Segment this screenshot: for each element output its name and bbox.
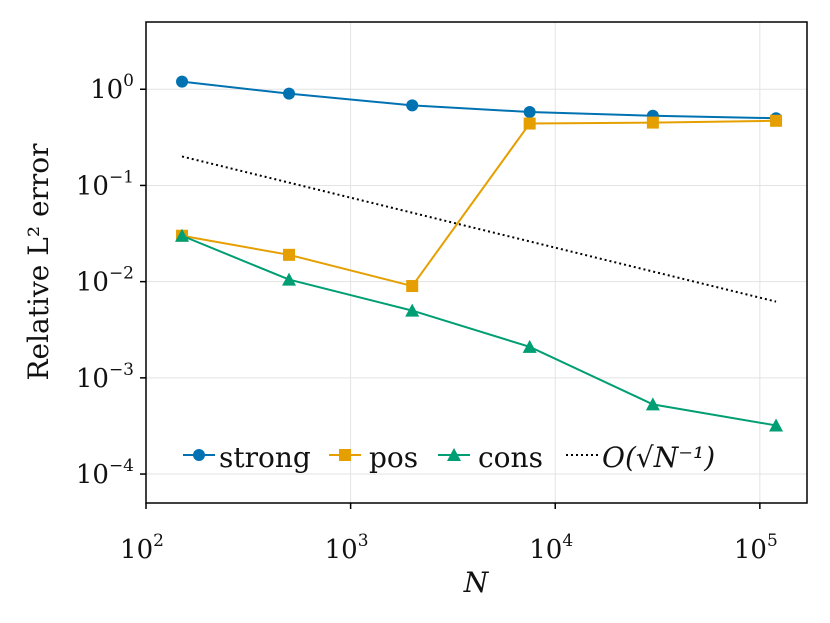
x-tick-label: 103 — [325, 531, 369, 565]
x-axis-label: N — [463, 566, 490, 599]
reference-line — [181, 155, 777, 303]
legend-marker-strong — [193, 449, 205, 461]
tick-layer: 102 103 104 105 100 10−1 10−2 10−3 10−4 — [76, 71, 778, 565]
legend-label-reference: O(√N⁻¹) — [602, 441, 715, 474]
y-axis-label: Relative L² error — [22, 143, 55, 381]
data-point-cons — [405, 303, 420, 317]
y-tick-label: 10−4 — [76, 456, 134, 490]
data-point-pos — [523, 117, 536, 130]
data-point-strong — [283, 87, 296, 100]
legend: strong pos cons O(√N⁻¹) — [183, 441, 715, 474]
y-tick-label: 10−2 — [76, 264, 134, 298]
legend-label-strong: strong — [219, 441, 311, 474]
data-point-cons — [282, 272, 297, 286]
data-point-cons — [769, 418, 784, 432]
data-point-cons — [175, 228, 190, 242]
series-layer — [175, 75, 784, 432]
data-point-strong — [406, 99, 419, 112]
data-point-pos — [770, 114, 783, 127]
x-tick-label: 102 — [120, 531, 164, 565]
legend-marker-cons — [447, 448, 461, 461]
y-tick-label: 100 — [90, 71, 134, 105]
legend-label-cons: cons — [478, 441, 543, 474]
data-point-cons — [645, 397, 660, 411]
series-line-pos — [181, 119, 777, 288]
data-point-strong — [176, 75, 189, 88]
y-tick-label: 10−1 — [76, 167, 134, 201]
data-point-strong — [523, 105, 536, 118]
series-line-cons — [181, 234, 777, 427]
y-tick-label: 10−3 — [76, 360, 134, 394]
legend-label-pos: pos — [369, 441, 418, 474]
series-line-strong — [181, 80, 777, 120]
plot-frame — [145, 21, 808, 504]
data-point-cons — [522, 339, 537, 353]
data-point-pos — [406, 280, 419, 293]
x-tick-label: 104 — [529, 531, 573, 565]
legend-marker-pos — [339, 449, 351, 461]
x-tick-label: 105 — [734, 531, 778, 565]
data-point-pos — [646, 116, 659, 129]
data-point-pos — [283, 248, 296, 261]
